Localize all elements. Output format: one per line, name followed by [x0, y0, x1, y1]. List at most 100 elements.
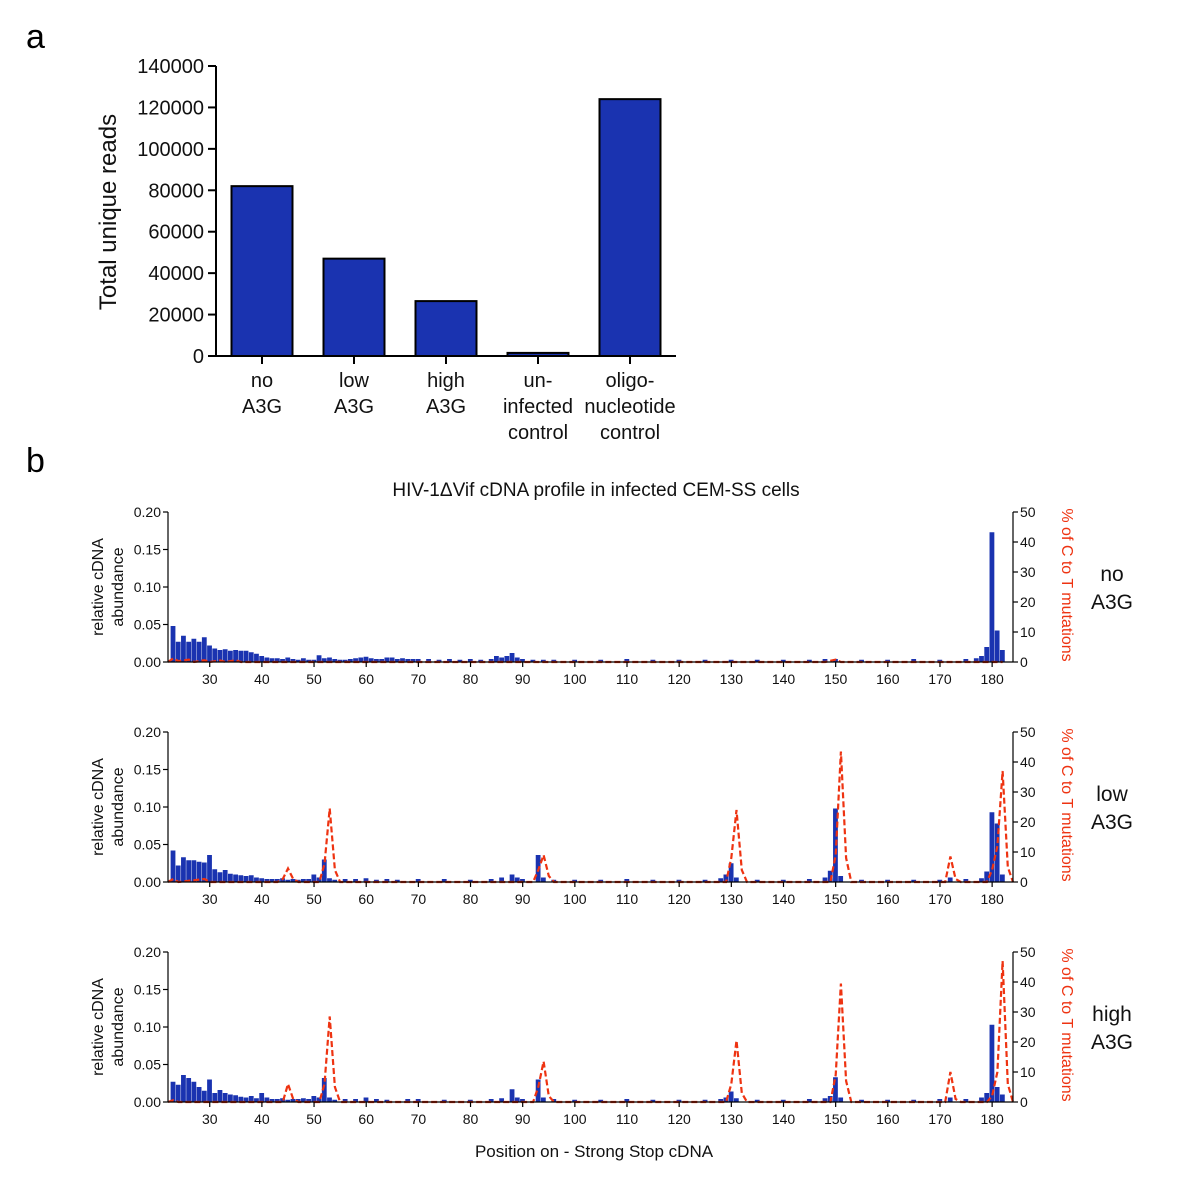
abundance-bar: [295, 659, 301, 662]
abundance-bar: [994, 1087, 1000, 1102]
x-tick-label: 140: [772, 891, 796, 907]
abundance-bar: [243, 876, 249, 882]
abundance-bar: [702, 659, 708, 662]
abundance-bar: [175, 1084, 181, 1102]
x-tick-label: 90: [515, 1111, 531, 1127]
abundance-bar: [994, 630, 1000, 662]
left-y-tick-label: 0.10: [134, 579, 161, 595]
mutation-line: [167, 751, 1015, 884]
abundance-bar: [467, 1099, 473, 1102]
x-tick-label: 150: [824, 1111, 848, 1127]
abundance-bar: [551, 659, 557, 662]
reads-bar: [230, 185, 294, 357]
abundance-bar: [410, 659, 416, 662]
abundance-bar: [306, 1099, 312, 1102]
abundance-bar: [379, 659, 385, 662]
x-tick-label: 40: [254, 1111, 270, 1127]
reads-category-label: control: [508, 422, 568, 444]
abundance-bar: [243, 650, 249, 662]
abundance-bar: [676, 1099, 682, 1102]
abundance-bar: [227, 873, 233, 882]
reads-y-tick-label: 100000: [137, 139, 204, 161]
abundance-bar: [467, 879, 473, 882]
abundance-bar: [316, 1097, 322, 1102]
cdna-profile-chart: HIV-1ΔVif cDNA profile in infected CEM-S…: [90, 480, 1133, 1161]
abundance-bar: [963, 659, 969, 662]
abundance-bar: [780, 659, 786, 662]
abundance-bar: [598, 1099, 604, 1102]
left-y-tick-label: 0.00: [134, 874, 161, 890]
abundance-bar: [509, 653, 515, 662]
x-tick-label: 70: [411, 671, 427, 687]
abundance-bar: [269, 1099, 275, 1102]
abundance-bar: [170, 850, 176, 882]
abundance-bar: [911, 879, 917, 882]
x-tick-label: 90: [515, 891, 531, 907]
abundance-bar: [264, 657, 270, 662]
reads-category-label: high: [427, 370, 465, 392]
abundance-bar: [222, 1093, 228, 1102]
abundance-bar: [363, 878, 369, 882]
abundance-bar: [822, 877, 828, 882]
abundance-bar: [259, 878, 265, 882]
abundance-bar: [806, 659, 812, 662]
x-tick-label: 170: [928, 1111, 952, 1127]
panel-condition-label: low: [1096, 783, 1128, 806]
abundance-bar: [572, 1099, 578, 1102]
x-tick-label: 80: [463, 891, 479, 907]
abundance-bar: [201, 862, 207, 882]
profile-x-axis-label: Position on - Strong Stop cDNA: [475, 1142, 714, 1161]
abundance-bar: [327, 1097, 332, 1102]
abundance-bar: [733, 1098, 739, 1102]
x-tick-label: 160: [876, 671, 900, 687]
abundance-bar: [488, 879, 494, 882]
abundance-bar: [254, 877, 259, 882]
abundance-bar: [488, 659, 494, 662]
abundance-bar: [780, 1099, 786, 1102]
abundance-bar: [285, 657, 291, 662]
x-tick-label: 60: [358, 891, 374, 907]
reads-category-label: A3G: [242, 396, 282, 418]
reads-category-label: infected: [503, 396, 573, 418]
abundance-bar: [624, 1099, 630, 1102]
abundance-bar: [859, 879, 864, 882]
x-tick-label: 120: [667, 1111, 691, 1127]
abundance-bar: [227, 650, 233, 662]
abundance-bar: [963, 879, 969, 882]
abundance-bar: [780, 879, 786, 882]
abundance-bar: [947, 1097, 953, 1102]
abundance-bar: [415, 1099, 421, 1102]
abundance-bar: [170, 1081, 176, 1102]
abundance-bar: [457, 659, 463, 662]
abundance-bar: [248, 652, 254, 662]
abundance-bar: [191, 860, 197, 882]
abundance-bar: [248, 1096, 254, 1102]
abundance-bar: [520, 1099, 525, 1102]
right-y-tick-label: 0: [1020, 1094, 1028, 1110]
left-y-tick-label: 0.20: [134, 944, 161, 960]
abundance-bar: [274, 658, 280, 662]
abundance-bar: [238, 875, 244, 882]
left-y-tick-label: 0.05: [134, 837, 161, 853]
abundance-bar: [353, 879, 358, 882]
abundance-bar: [264, 1097, 270, 1102]
abundance-bar: [353, 658, 358, 662]
x-tick-label: 50: [306, 1111, 322, 1127]
abundance-bar: [337, 659, 343, 662]
abundance-bar: [170, 626, 176, 662]
abundance-bar: [347, 659, 353, 662]
x-tick-label: 180: [980, 671, 1004, 687]
right-y-tick-label: 20: [1020, 594, 1036, 610]
right-y-axis-label: % of C to T mutations: [1058, 728, 1075, 881]
abundance-bar: [290, 1099, 296, 1102]
reads-y-tick-label: 60000: [148, 222, 204, 244]
reads-y-tick-label: 120000: [137, 97, 204, 119]
abundance-bar: [212, 1093, 218, 1102]
abundance-bar: [264, 879, 270, 882]
abundance-bar: [994, 823, 1000, 882]
abundance-bar: [514, 1097, 520, 1102]
abundance-bar: [733, 877, 739, 882]
abundance-bar: [530, 659, 536, 662]
right-y-tick-label: 50: [1020, 504, 1036, 520]
abundance-bar: [363, 1097, 369, 1102]
